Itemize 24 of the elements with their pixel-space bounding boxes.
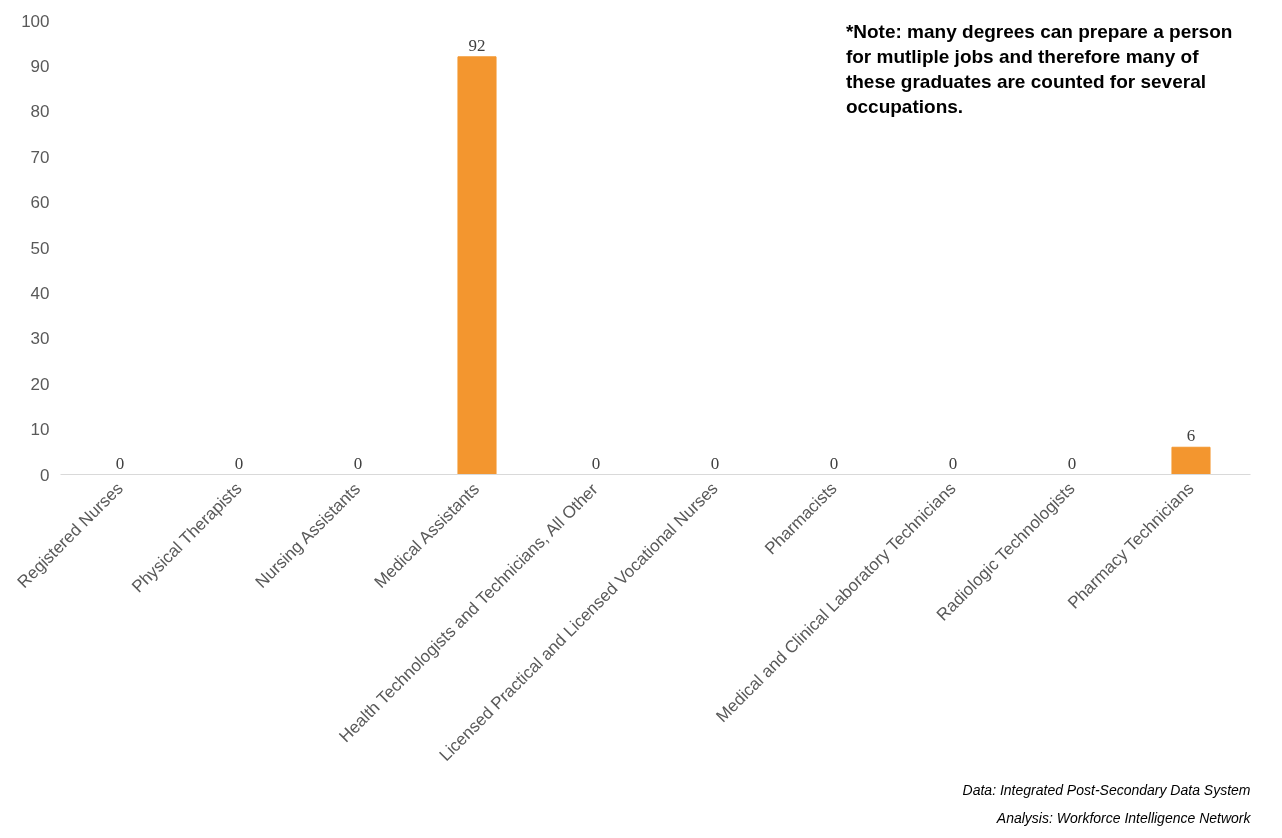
annotation: *Note: many degrees can prepare a person for mutliple jobs and therefore many of these graduates are counted for several occupations.	[845, 20, 1233, 118]
y-tick-label: 40	[30, 283, 50, 303]
data-label: 0	[829, 453, 839, 473]
y-tick-label: 100	[21, 11, 50, 31]
y-tick-label: 70	[30, 147, 50, 167]
y-tick-label: 90	[30, 56, 50, 76]
y-tick-label: 30	[30, 329, 50, 349]
data-label: 92	[468, 35, 486, 55]
data-label: 0	[1067, 453, 1077, 473]
y-tick-label: 60	[30, 193, 50, 213]
data-label: 0	[115, 453, 125, 473]
data-label: 0	[948, 453, 958, 473]
y-tick-label: 0	[40, 465, 50, 485]
text: Data: Integrated Post-Secondary Data System	[962, 781, 1251, 798]
text: Analysis: Workforce Intelligence Network	[995, 809, 1252, 826]
y-tick-label: 10	[30, 420, 50, 440]
y-tick-label: 80	[30, 102, 50, 122]
data-label: 0	[234, 453, 244, 473]
data-label: 0	[353, 453, 363, 473]
y-tick-label: 50	[30, 238, 50, 258]
y-tick-label: 20	[30, 374, 50, 394]
data-label: 0	[710, 453, 720, 473]
data-label: 6	[1186, 426, 1196, 446]
data-label: 0	[591, 453, 601, 473]
